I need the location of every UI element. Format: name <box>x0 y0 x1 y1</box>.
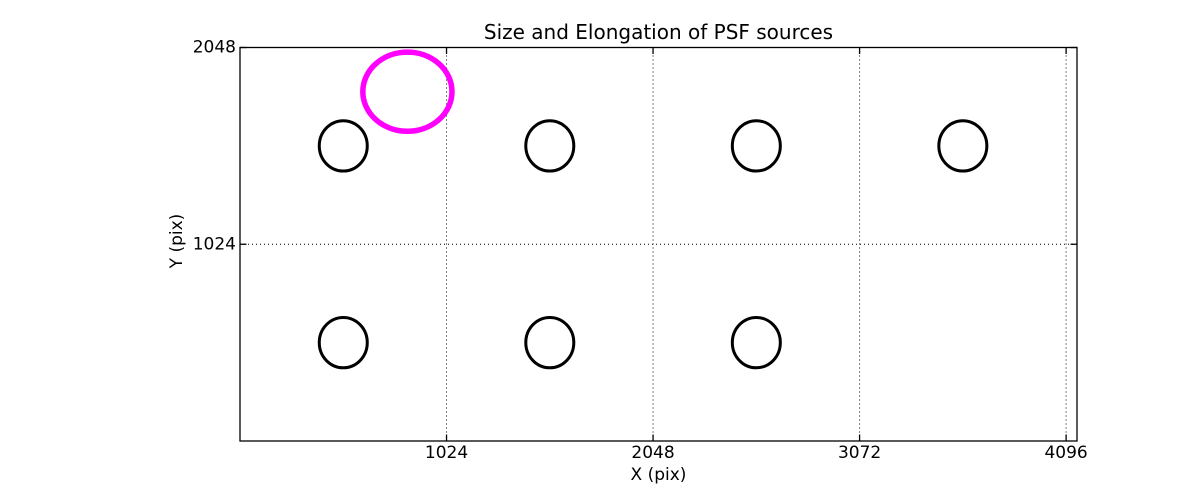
psf-ellipse-marker <box>937 119 989 173</box>
y-tick-label: 1024 <box>193 234 236 254</box>
y-tick-label: 2048 <box>193 38 236 58</box>
x-tick-label: 1024 <box>425 443 468 463</box>
outlier-ellipse-marker <box>360 49 455 135</box>
x-tick-label: 4096 <box>1044 443 1087 463</box>
y-axis-label: Y (pix) <box>167 213 187 269</box>
chart-title: Size and Elongation of PSF sources <box>483 20 834 44</box>
x-tick-label: 3072 <box>838 443 881 463</box>
psf-ellipse-marker <box>730 315 782 370</box>
psf-ellipse-marker <box>317 119 369 173</box>
x-axis-label: X (pix) <box>630 465 687 485</box>
psf-ellipse-marker <box>317 315 369 370</box>
psf-ellipse-marker <box>524 315 576 370</box>
x-tick-label: 2048 <box>631 443 674 463</box>
psf-ellipse-marker <box>524 119 576 173</box>
psf-ellipse-marker <box>730 119 782 173</box>
